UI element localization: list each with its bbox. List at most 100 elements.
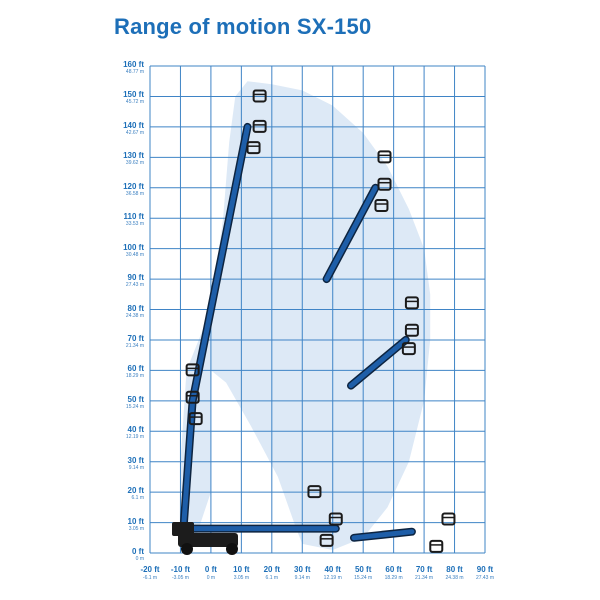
platform-basket xyxy=(401,342,416,356)
y-tick-ft: 140 ft xyxy=(123,120,144,130)
y-tick-m: 36.58 m xyxy=(125,190,144,197)
y-tick-label: 30 ft 9.14 m xyxy=(127,455,144,471)
platform-basket xyxy=(404,323,419,337)
y-tick-label: 40 ft 12.19 m xyxy=(126,426,144,440)
page-title: Range of motion SX-150 xyxy=(114,14,372,39)
x-tick-m: 15.24 m xyxy=(354,575,373,581)
x-tick-label: 60 ft 18.29 m xyxy=(372,566,416,581)
y-tick-label: 130 ft 39.62 m xyxy=(123,152,144,166)
y-tick-m: 39.62 m xyxy=(125,160,144,167)
x-tick-ft: 70 ft xyxy=(415,565,433,574)
x-tick-ft: 30 ft xyxy=(294,565,311,574)
y-tick-ft: 110 ft xyxy=(123,212,144,222)
y-tick-label: 100 ft 30.48 m xyxy=(123,242,144,258)
x-tick-label: 30 ft 9.14 m xyxy=(280,566,324,581)
y-tick-m: 24.38 m xyxy=(125,312,144,319)
platform-basket xyxy=(377,150,392,164)
x-tick-ft: 20 ft xyxy=(263,565,281,574)
x-tick-m: 9.14 m xyxy=(294,575,310,581)
y-tick-ft: 130 ft xyxy=(123,151,144,161)
y-tick-m: 3.05 m xyxy=(128,525,144,532)
platform-basket xyxy=(252,119,267,133)
y-tick-m: 6.1 m xyxy=(131,495,144,502)
machine-chassis xyxy=(172,522,238,555)
y-tick-m: 48.77 m xyxy=(125,69,144,75)
y-tick-ft: 0 ft xyxy=(132,547,144,556)
y-tick-m: 0 m xyxy=(135,556,144,562)
boom xyxy=(351,529,415,541)
x-tick-m: 27.43 m xyxy=(475,575,495,581)
platform-basket xyxy=(319,533,334,547)
y-tick-m: 33.53 m xyxy=(125,221,144,228)
x-tick-m: 21.34 m xyxy=(415,575,434,581)
y-tick-m: 27.43 m xyxy=(125,282,144,289)
x-tick-ft: -10 ft xyxy=(170,565,191,574)
x-tick-ft: -20 ft xyxy=(140,565,160,574)
x-tick-m: 6.1 m xyxy=(265,575,279,581)
x-tick-ft: 10 ft xyxy=(233,565,250,574)
y-tick-m: 42.67 m xyxy=(125,129,144,136)
turntable xyxy=(172,522,194,536)
y-tick-label: 150 ft 45.72 m xyxy=(123,91,144,105)
wheel-front xyxy=(226,543,238,555)
x-tick-m: -3.05 m xyxy=(171,575,189,581)
platform-basket xyxy=(441,512,456,526)
y-tick-label: 120 ft 36.58 m xyxy=(123,181,144,197)
y-tick-label: 10 ft 3.05 m xyxy=(127,516,144,532)
boom xyxy=(324,185,378,282)
y-tick-label: 110 ft 33.53 m xyxy=(124,213,144,227)
y-tick-label: 140 ft 42.67 m xyxy=(123,120,144,136)
y-tick-ft: 160 ft xyxy=(123,60,144,69)
platform-basket xyxy=(252,89,267,103)
x-tick-m: 12.19 m xyxy=(323,575,342,581)
wheel-rear xyxy=(181,543,193,555)
y-tick-label: 60 ft 18.29 m xyxy=(126,365,144,379)
y-tick-m: 30.48 m xyxy=(125,251,144,258)
y-tick-label: 160 ft 48.77 m xyxy=(123,61,144,75)
y-tick-ft: 150 ft xyxy=(123,90,144,100)
platform-basket xyxy=(185,390,200,404)
x-tick-label: 80 ft 24.38 m xyxy=(433,566,477,581)
y-tick-m: 9.14 m xyxy=(128,464,144,471)
x-tick-label: 70 ft 21.34 m xyxy=(402,566,446,581)
y-tick-label: 0 ft 0 m xyxy=(132,548,144,562)
x-tick-m: 0 m xyxy=(206,575,216,581)
working-envelope xyxy=(180,81,431,550)
y-tick-ft: 60 ft xyxy=(127,364,144,374)
y-tick-ft: 30 ft xyxy=(127,455,144,465)
y-tick-m: 12.19 m xyxy=(125,434,144,441)
y-tick-m: 15.24 m xyxy=(125,403,144,410)
y-tick-ft: 80 ft xyxy=(127,303,144,313)
y-tick-ft: 70 ft xyxy=(127,333,144,343)
platform-basket xyxy=(374,199,389,213)
y-tick-ft: 40 ft xyxy=(127,425,144,435)
x-tick-m: -6.1 m xyxy=(142,575,158,581)
x-tick-label: 20 ft 6.1 m xyxy=(250,566,294,581)
y-tick-ft: 90 ft xyxy=(127,273,144,283)
y-tick-label: 80 ft 24.38 m xyxy=(125,303,144,319)
y-tick-label: 90 ft 27.43 m xyxy=(126,274,144,288)
x-tick-label: -10 ft -3.05 m xyxy=(158,566,202,581)
x-tick-label: 90 ft 27.43 m xyxy=(463,566,507,581)
platform-basket xyxy=(377,177,392,191)
platform-basket xyxy=(246,141,261,155)
x-tick-ft: 80 ft xyxy=(446,565,463,574)
y-tick-ft: 100 ft xyxy=(123,242,144,252)
y-tick-label: 50 ft 15.24 m xyxy=(125,394,144,410)
x-tick-label: 50 ft 15.24 m xyxy=(341,566,385,581)
y-tick-ft: 20 ft xyxy=(127,486,144,496)
x-tick-ft: 40 ft xyxy=(324,565,341,574)
y-tick-ft: 50 ft xyxy=(127,394,144,404)
x-tick-ft: 0 ft xyxy=(204,565,217,574)
x-tick-label: 40 ft 12.19 m xyxy=(311,566,355,581)
x-tick-ft: 90 ft xyxy=(476,565,494,574)
y-tick-ft: 120 ft xyxy=(123,181,144,191)
boom xyxy=(348,337,409,389)
platform-basket xyxy=(404,296,419,310)
platform-basket xyxy=(328,512,343,526)
x-tick-ft: 60 ft xyxy=(385,565,402,574)
x-tick-label: -20 ft -6.1 m xyxy=(128,566,172,581)
platform-basket xyxy=(188,412,203,426)
y-tick-ft: 10 ft xyxy=(127,516,144,526)
